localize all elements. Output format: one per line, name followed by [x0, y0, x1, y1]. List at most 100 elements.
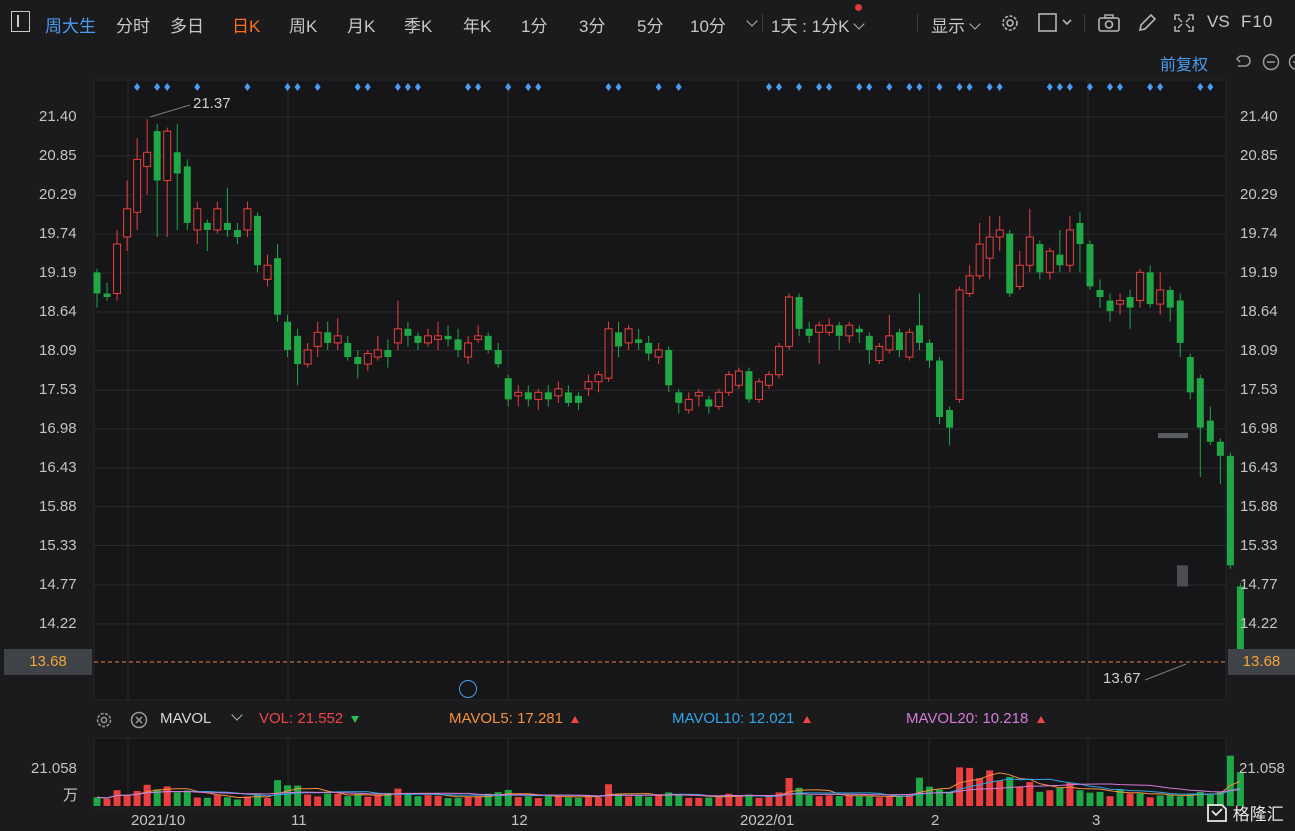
volume-bar: [344, 796, 352, 806]
candle-body: [1126, 297, 1134, 308]
candle: [765, 371, 774, 389]
low-callout-line: [1144, 663, 1187, 681]
volume-bar: [675, 795, 683, 806]
candle: [985, 215, 994, 280]
indicator-selector[interactable]: MAVOL: [160, 709, 243, 727]
tab-daily-k[interactable]: 日K: [232, 17, 261, 36]
candle: [895, 328, 903, 358]
candle-body: [294, 335, 302, 365]
undo-icon[interactable]: [1234, 53, 1252, 71]
price-tick-right: 14.22: [1240, 614, 1278, 632]
volume-bar: [364, 796, 372, 806]
tab-quarterly-k[interactable]: 季K: [404, 17, 433, 36]
zoom-out-icon[interactable]: [1262, 53, 1280, 71]
candle: [253, 212, 261, 273]
candle: [1056, 229, 1064, 273]
candle-body: [915, 325, 923, 343]
volume-bar: [384, 792, 392, 806]
display-menu[interactable]: 显示: [931, 12, 981, 37]
candle-body: [645, 342, 653, 354]
candle-body: [344, 342, 352, 358]
candle: [303, 342, 312, 368]
tab-yearly-k[interactable]: 年K: [463, 17, 492, 36]
candle: [694, 388, 703, 407]
tab-3min[interactable]: 3分: [579, 17, 606, 36]
tab-monthly-k[interactable]: 月K: [347, 17, 376, 36]
candle-body: [895, 332, 903, 350]
date-label-mar: 3: [1092, 812, 1101, 829]
mavol5-readout: MAVOL5: 17.281: [449, 710, 580, 727]
event-diamond-icon: [986, 83, 993, 91]
candle: [915, 293, 923, 350]
candle: [494, 342, 502, 368]
zoom-in-icon[interactable]: [1288, 53, 1295, 71]
f10-button[interactable]: F10: [1241, 12, 1274, 31]
candle: [133, 138, 142, 230]
candle-body: [905, 331, 914, 358]
candle-body: [1015, 264, 1024, 287]
high-callout-line: [149, 104, 191, 118]
fullscreen-icon[interactable]: [1172, 12, 1196, 34]
price-tick-left: 21.40: [39, 108, 77, 125]
volume-bar: [695, 797, 703, 806]
chart-style-icon[interactable]: [1037, 12, 1077, 34]
candle: [354, 349, 362, 379]
volume-bar: [534, 798, 542, 806]
date-label-feb: 2: [931, 812, 940, 829]
current-price-box-right: 13.68: [1228, 649, 1295, 675]
vs-compare-button[interactable]: VS: [1207, 12, 1230, 31]
price-tick-right: 20.29: [1240, 186, 1278, 204]
tab-5min[interactable]: 5分: [637, 17, 664, 36]
volume-bar: [264, 798, 272, 806]
pencil-draw-icon[interactable]: [1136, 12, 1158, 34]
candle: [313, 321, 322, 358]
candle: [604, 321, 613, 382]
candle: [946, 406, 954, 446]
volume-bar: [334, 794, 342, 806]
candle-body: [404, 328, 412, 336]
volume-bar: [494, 792, 502, 806]
stock-name[interactable]: 周大生: [45, 17, 96, 36]
candle: [955, 286, 964, 403]
volume-bar: [835, 795, 843, 806]
candle-body: [604, 328, 613, 379]
candle-body: [1206, 420, 1214, 442]
adjust-type-button[interactable]: 前复权: [1160, 57, 1209, 74]
tab-weekly-k[interactable]: 周K: [289, 17, 318, 36]
tab-10min[interactable]: 10分: [690, 17, 726, 36]
event-marker-icon[interactable]: [459, 680, 477, 698]
tab-intraday[interactable]: 分时: [116, 17, 150, 36]
candle-body: [1146, 272, 1154, 305]
candle-body: [113, 243, 122, 294]
candle-body: [534, 391, 543, 400]
candle: [1006, 229, 1014, 298]
volume-bar: [745, 794, 753, 806]
volume-bar: [484, 793, 492, 806]
candle-body: [815, 324, 824, 333]
tab-multiday[interactable]: 多日: [170, 17, 204, 36]
tab-1min[interactable]: 1分: [521, 17, 548, 36]
price-tick-left: 18.09: [39, 341, 77, 359]
settings-gear-icon[interactable]: [999, 12, 1021, 34]
event-diamond-icon: [966, 83, 973, 91]
indicator-settings-icon[interactable]: [94, 710, 114, 730]
interval-selector[interactable]: 1天 : 1分K: [771, 12, 866, 37]
sidebar-toggle-icon[interactable]: [11, 11, 30, 32]
candle-body: [484, 335, 492, 350]
event-diamond-icon: [856, 83, 863, 91]
chevron-down-icon: [231, 709, 243, 721]
volume-bar: [1036, 791, 1044, 806]
close-indicator-icon[interactable]: [129, 710, 149, 730]
candle-body: [594, 374, 603, 383]
volume-bar: [645, 796, 653, 806]
candle-body: [444, 335, 452, 340]
volume-bar: [354, 794, 362, 806]
event-diamond-icon: [475, 83, 482, 91]
candle: [754, 378, 763, 403]
camera-icon[interactable]: [1097, 12, 1121, 34]
candle-body: [694, 391, 703, 397]
volume-bar: [1176, 796, 1184, 806]
candle-body: [393, 328, 402, 344]
candle: [574, 392, 582, 410]
